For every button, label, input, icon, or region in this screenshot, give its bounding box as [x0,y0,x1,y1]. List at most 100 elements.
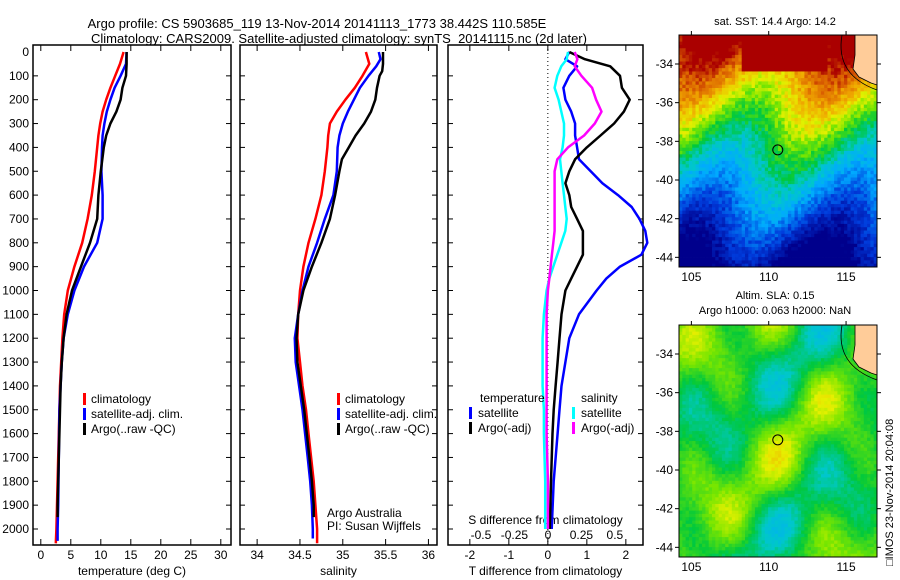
map-x-tick-label: 110 [759,560,778,574]
map-frame [678,324,878,558]
legend-label: Argo(..raw -QC) [345,422,430,436]
legend-swatch [337,393,340,405]
depth-tick-label: 1500 [2,403,29,417]
series-line-satellite-adj-clim- [293,51,382,539]
legend-label: Argo(-adj) [478,421,531,435]
series-line-argo [56,52,128,518]
legend-label: satellite [581,406,622,420]
legend-label: satellite-adj. clim. [345,407,437,421]
map-x-tick-label: 110 [759,270,778,284]
sla-map: 105 110 115 -34 -36 -38 -40 -42 -44 [656,321,881,574]
legend-swatch [337,408,340,420]
legend-swatch [83,408,86,420]
series-line-climatology [296,51,371,544]
series-line-s-argo [545,51,603,529]
annotation-pi: PI: Susan Wijffels [327,519,421,533]
x-axis-label: T difference from climatology [469,564,623,578]
x-tick-label: -2 [465,548,476,562]
x-tick-label: 20 [154,548,168,562]
x-tick-label: 5 [67,548,74,562]
depth-tick-label: 1200 [2,331,29,345]
map-frame [678,34,878,268]
argo-float-marker [772,434,784,446]
panel-frame [447,44,644,546]
x-tick-label: 34.5 [288,548,312,562]
x-tick-label: 0 [37,548,44,562]
profile-panel-2: 34 34.5 35 35.5 36 salinity [239,44,438,578]
x-tick-label: 35.5 [374,548,398,562]
depth-tick-label: 100 [9,69,29,83]
series-line-t-satellite [550,51,649,530]
depth-tick-label: 900 [9,260,29,274]
isobath-contour [840,324,878,381]
profile-panel-1: 0 5 10 15 20 25 30 temperature (deg C) [32,44,232,578]
x-tick-label: 25 [184,548,198,562]
series-line-climatology [54,51,125,544]
x-tick-label: 2 [622,548,629,562]
depth-tick-label: 200 [9,93,29,107]
depth-tick-label: 600 [9,188,29,202]
map-x-tick-label: 105 [681,560,701,574]
legend-label: Argo(..raw -QC) [91,422,176,436]
depth-tick-label: 2000 [2,522,29,536]
legend-swatch [469,407,472,419]
map-y-tick-label: -42 [656,212,674,226]
depth-tick-label: 1100 [3,307,29,321]
depth-tick-label: 800 [9,236,29,250]
x-axis-label: temperature (deg C) [78,564,186,578]
sst-map-title: sat. SST: 14.4 Argo: 14.2 [714,16,836,28]
argo-float-marker [772,144,784,156]
map-y-tick-label: -36 [656,386,674,400]
depth-tick-label: 400 [9,140,29,154]
depth-tick-label: 1600 [2,427,29,441]
x-tick-label: 36 [422,548,436,562]
legend-label: satellite-adj. clim. [91,407,183,421]
sla-map-title: Altim. SLA: 0.15 [735,290,815,302]
depth-tick-label: 300 [9,117,29,131]
legend-swatch [337,423,340,435]
map-y-tick-label: -44 [656,540,674,554]
plot-title-line2: Climatology: CARS2009. Satellite-adjuste… [91,31,587,46]
panel-frame [239,44,438,546]
depth-tick-label: 1800 [2,474,29,488]
legend-label: Argo(-adj) [581,421,634,435]
depth-tick-label: 1000 [2,284,29,298]
sla-map-subtitle: Argo h1000: 0.063 h2000: NaN [698,305,852,317]
map-y-tick-label: -44 [656,250,674,264]
map-y-tick-label: -34 [656,347,674,361]
s-tick-label: 0.25 [570,528,594,542]
imos-timestamp: □IMOS 23-Nov-2014 20:04:08 [884,418,896,566]
depth-tick-label: 500 [9,164,29,178]
legend-swatch [469,422,472,434]
x-tick-label: 30 [214,548,228,562]
s-tick-label: 0 [545,528,552,542]
map-y-tick-label: -34 [656,57,674,71]
s-tick-label: 0.5 [607,528,624,542]
depth-tick-label: 1400 [2,379,29,393]
plot-title-line1: Argo profile: CS 5903685_119 13-Nov-2014… [87,16,547,31]
depth-tick-label: 1300 [2,355,29,369]
depth-tick-label: 1900 [2,498,29,512]
depth-tick-label: 700 [9,212,29,226]
depth-tick-label: 0 [22,45,29,59]
map-y-tick-label: -40 [656,463,674,477]
x-tick-label: 1 [583,548,590,562]
series-line-argo [295,52,385,518]
s-tick-label: -0.5 [471,528,492,542]
map-x-tick-label: 105 [681,270,701,284]
panel-frame [32,44,232,546]
legend-swatch [83,393,86,405]
x-tick-label: 0 [544,548,551,562]
legend-label: climatology [345,392,405,406]
legend-swatch [83,423,86,435]
legend-label: climatology [91,392,151,406]
s-tick-label: -0.25 [501,528,529,542]
series-line-s-satellite [541,51,570,529]
legend-swatch [572,422,575,434]
x-tick-label: 15 [124,548,138,562]
series-line-t-argo [548,50,631,530]
map-y-tick-label: -42 [656,502,674,516]
sst-map: 105 110 115 -34 -36 -38 -40 -42 -44 [656,31,881,284]
